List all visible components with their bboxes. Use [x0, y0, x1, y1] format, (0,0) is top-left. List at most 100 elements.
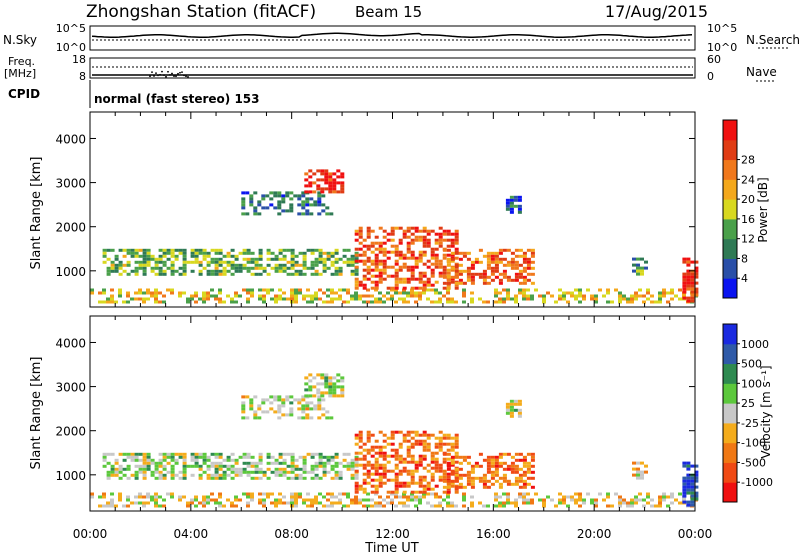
- heatmap-cell: [374, 274, 379, 278]
- heatmap-cell: [594, 501, 598, 505]
- heatmap-cell: [522, 297, 526, 301]
- heatmap-cell: [378, 451, 383, 455]
- heatmap-cell: [298, 288, 302, 292]
- heatmap-cell: [522, 278, 527, 282]
- heatmap-cell: [510, 263, 515, 267]
- heatmap-cell: [517, 207, 522, 211]
- heatmap-cell: [394, 300, 398, 304]
- heatmap-cell: [238, 269, 243, 273]
- heatmap-cell: [202, 495, 206, 499]
- heatmap-cell: [514, 278, 519, 282]
- heatmap-cell: [246, 297, 250, 301]
- heatmap-cell: [390, 478, 395, 482]
- colorbar-segment: [723, 343, 737, 365]
- heatmap-cell: [422, 484, 427, 488]
- heatmap-cell: [466, 251, 471, 255]
- heatmap-cell: [522, 461, 527, 465]
- heatmap-cell: [166, 288, 170, 292]
- heatmap-cell: [486, 281, 491, 285]
- heatmap-cell: [310, 248, 315, 252]
- heatmap-cell: [406, 481, 411, 485]
- heatmap-cell: [694, 260, 699, 264]
- heatmap-cell: [241, 416, 246, 420]
- heatmap-cell: [316, 382, 321, 386]
- heatmap-cell: [282, 263, 287, 267]
- heatmap-cell: [558, 501, 562, 505]
- heatmap-cell: [174, 452, 179, 456]
- heatmap-cell: [210, 260, 215, 264]
- heatmap-cell: [422, 466, 427, 470]
- heatmap-cell: [150, 495, 154, 499]
- heatmap-cell: [482, 482, 487, 486]
- heatmap-cell: [505, 411, 510, 415]
- heatmap-cell: [242, 257, 247, 261]
- colorbar-tick-label: -100: [741, 437, 766, 450]
- heatmap-cell: [422, 288, 426, 292]
- station-title: Zhongshan Station (fitACF): [86, 2, 316, 22]
- heatmap-cell: [277, 407, 282, 411]
- heatmap-cell: [666, 291, 670, 295]
- heatmap-cell: [410, 226, 415, 230]
- heatmap-cell: [242, 452, 247, 456]
- heatmap-cell: [314, 464, 319, 468]
- heatmap-cell: [410, 288, 414, 292]
- heatmap-cell: [202, 452, 207, 456]
- heatmap-cell: [294, 269, 299, 273]
- heatmap-cell: [126, 248, 131, 252]
- heatmap-cell: [470, 281, 475, 285]
- heatmap-cell: [322, 470, 327, 474]
- heatmap-cell: [390, 492, 394, 496]
- velocity-colorbar-label: Velocity [m s⁻¹]: [759, 365, 773, 458]
- heatmap-cell: [230, 464, 235, 468]
- heatmap-cell: [446, 482, 451, 486]
- heatmap-cell: [302, 461, 307, 465]
- heatmap-cell: [322, 266, 327, 270]
- heatmap-cell: [332, 391, 337, 395]
- heatmap-cell: [134, 251, 139, 255]
- heatmap-cell: [258, 492, 262, 496]
- heatmap-cell: [258, 248, 263, 252]
- heatmap-cell: [422, 475, 427, 479]
- heatmap-cell: [194, 260, 199, 264]
- heatmap-cell: [230, 501, 234, 505]
- heatmap-cell: [426, 288, 430, 292]
- heatmap-cell: [470, 297, 474, 301]
- heatmap-cell: [418, 439, 423, 443]
- heatmap-cell: [316, 388, 321, 392]
- heatmap-cell: [326, 498, 330, 502]
- heatmap-cell: [690, 464, 695, 468]
- heatmap-cell: [234, 504, 238, 508]
- heatmap-cell: [690, 260, 695, 264]
- heatmap-cell: [178, 266, 183, 270]
- heatmap-cell: [522, 294, 526, 298]
- heatmap-cell: [249, 203, 254, 207]
- heatmap-cell: [358, 457, 363, 461]
- heatmap-cell: [354, 269, 359, 273]
- heatmap-cell: [644, 266, 648, 270]
- heatmap-cell: [402, 457, 407, 461]
- heatmap-cell: [102, 464, 107, 468]
- heatmap-cell: [509, 402, 514, 406]
- heatmap-cell: [258, 455, 263, 459]
- heatmap-cell: [494, 291, 498, 295]
- heatmap-cell: [370, 498, 374, 502]
- heatmap-cell: [202, 248, 207, 252]
- heatmap-cell: [338, 269, 343, 273]
- heatmap-cell: [682, 476, 687, 480]
- heatmap-cell: [258, 476, 263, 480]
- heatmap-cell: [458, 467, 463, 471]
- velocity-heatmap: [90, 373, 699, 508]
- heatmap-cell: [170, 263, 175, 267]
- heatmap-cell: [350, 272, 355, 276]
- heatmap-cell: [334, 291, 338, 295]
- heatmap-cell: [142, 251, 147, 255]
- heatmap-cell: [434, 300, 438, 304]
- heatmap-cell: [329, 416, 334, 420]
- heatmap-cell: [321, 398, 326, 402]
- heatmap-cell: [658, 501, 662, 505]
- heatmap-cell: [250, 260, 255, 264]
- heatmap-cell: [334, 495, 338, 499]
- heatmap-cell: [690, 479, 695, 483]
- heatmap-cell: [486, 464, 491, 468]
- heatmap-cell: [682, 281, 687, 285]
